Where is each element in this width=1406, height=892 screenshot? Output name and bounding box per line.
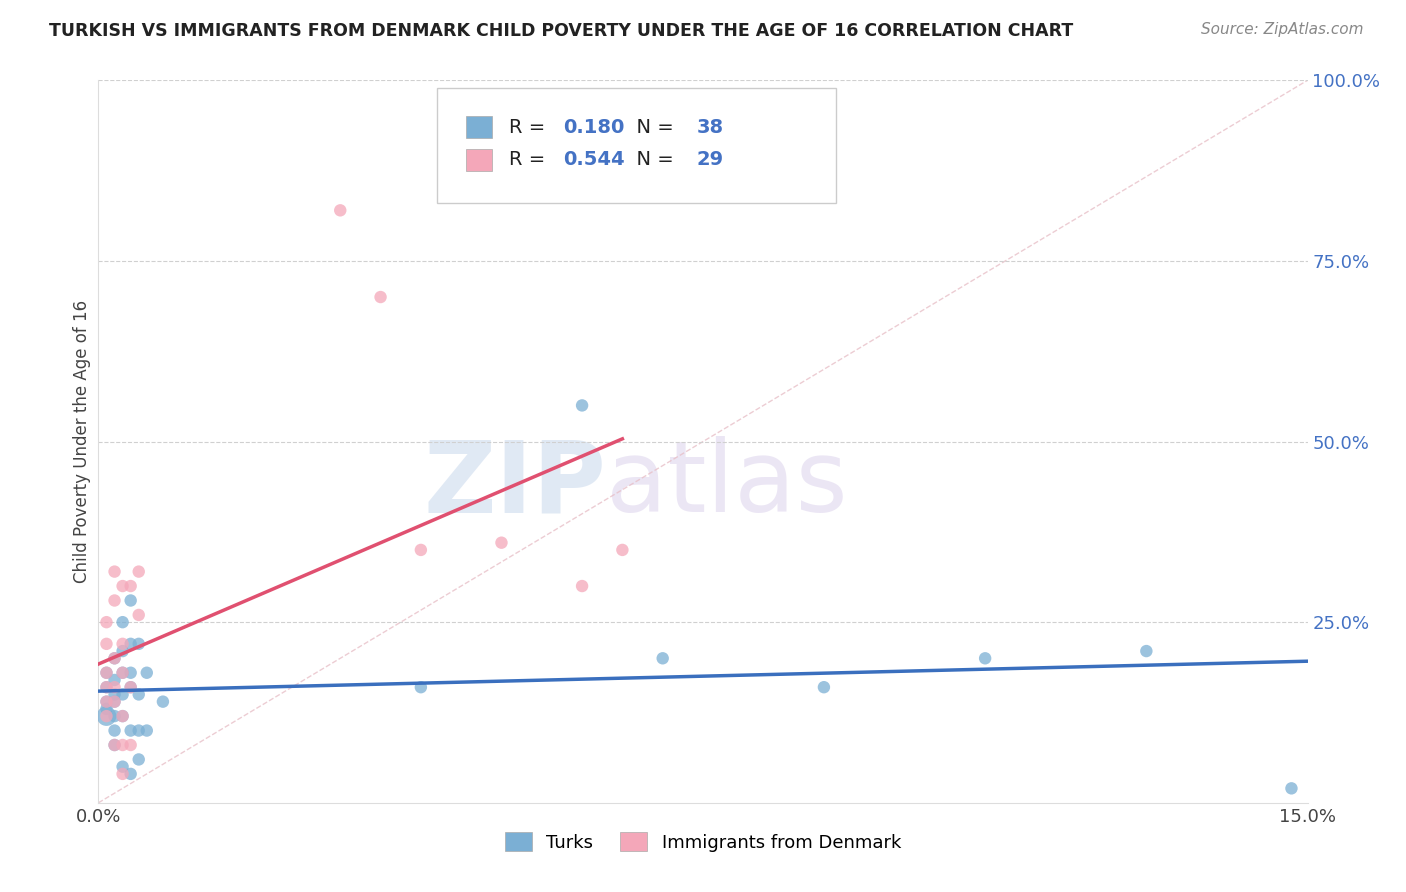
Point [103, 687, 125, 701]
Point [491, 535, 513, 549]
Point [103, 738, 125, 752]
Point [370, 290, 392, 304]
Point [571, 398, 593, 412]
Text: ZIP: ZIP [423, 436, 606, 533]
Point [96, 695, 118, 709]
Text: R =: R = [509, 118, 551, 136]
Point [128, 687, 150, 701]
Point [103, 695, 125, 709]
Point [96, 695, 118, 709]
Point [120, 680, 142, 694]
Text: 0.544: 0.544 [564, 150, 626, 169]
Text: R =: R = [509, 150, 551, 169]
FancyBboxPatch shape [437, 87, 837, 203]
Point [103, 673, 125, 687]
Point [111, 665, 134, 680]
Point [96, 615, 118, 630]
Point [974, 651, 997, 665]
Text: TURKISH VS IMMIGRANTS FROM DENMARK CHILD POVERTY UNDER THE AGE OF 16 CORRELATION: TURKISH VS IMMIGRANTS FROM DENMARK CHILD… [49, 22, 1073, 40]
Point [96, 709, 118, 723]
Point [120, 723, 142, 738]
Point [135, 723, 157, 738]
FancyBboxPatch shape [465, 149, 492, 170]
Point [103, 723, 125, 738]
Point [612, 542, 634, 557]
Point [128, 565, 150, 579]
Point [96, 702, 118, 716]
Point [120, 767, 142, 781]
Point [103, 680, 125, 694]
Point [571, 579, 593, 593]
Point [120, 738, 142, 752]
Legend: Turks, Immigrants from Denmark: Turks, Immigrants from Denmark [498, 825, 908, 859]
Point [329, 203, 352, 218]
Point [111, 615, 134, 630]
Point [96, 709, 118, 723]
Point [96, 665, 118, 680]
Point [128, 607, 150, 622]
Point [813, 680, 835, 694]
Point [111, 687, 134, 701]
Point [111, 637, 134, 651]
Point [103, 738, 125, 752]
Point [1281, 781, 1303, 796]
Point [120, 579, 142, 593]
Point [409, 542, 432, 557]
Point [96, 680, 118, 694]
Point [111, 709, 134, 723]
Point [111, 579, 134, 593]
Point [120, 637, 142, 651]
Point [120, 593, 142, 607]
Point [128, 723, 150, 738]
Text: atlas: atlas [606, 436, 848, 533]
Point [128, 637, 150, 651]
Text: 29: 29 [696, 150, 724, 169]
Point [128, 752, 150, 766]
Point [111, 760, 134, 774]
Point [96, 665, 118, 680]
Text: 0.180: 0.180 [564, 118, 624, 136]
Point [120, 665, 142, 680]
Point [103, 695, 125, 709]
Point [152, 695, 174, 709]
FancyBboxPatch shape [465, 117, 492, 138]
Text: N =: N = [624, 118, 681, 136]
Point [103, 651, 125, 665]
Point [120, 680, 142, 694]
Text: N =: N = [624, 150, 681, 169]
Point [409, 680, 432, 694]
Point [111, 767, 134, 781]
Point [96, 637, 118, 651]
Point [103, 565, 125, 579]
Text: Source: ZipAtlas.com: Source: ZipAtlas.com [1201, 22, 1364, 37]
Text: 38: 38 [696, 118, 724, 136]
Point [96, 680, 118, 694]
Point [103, 593, 125, 607]
Point [1135, 644, 1157, 658]
Point [103, 709, 125, 723]
Point [651, 651, 673, 665]
Point [103, 651, 125, 665]
Point [135, 665, 157, 680]
Point [111, 709, 134, 723]
Y-axis label: Child Poverty Under the Age of 16: Child Poverty Under the Age of 16 [73, 300, 91, 583]
Point [111, 665, 134, 680]
Point [111, 644, 134, 658]
Point [111, 738, 134, 752]
